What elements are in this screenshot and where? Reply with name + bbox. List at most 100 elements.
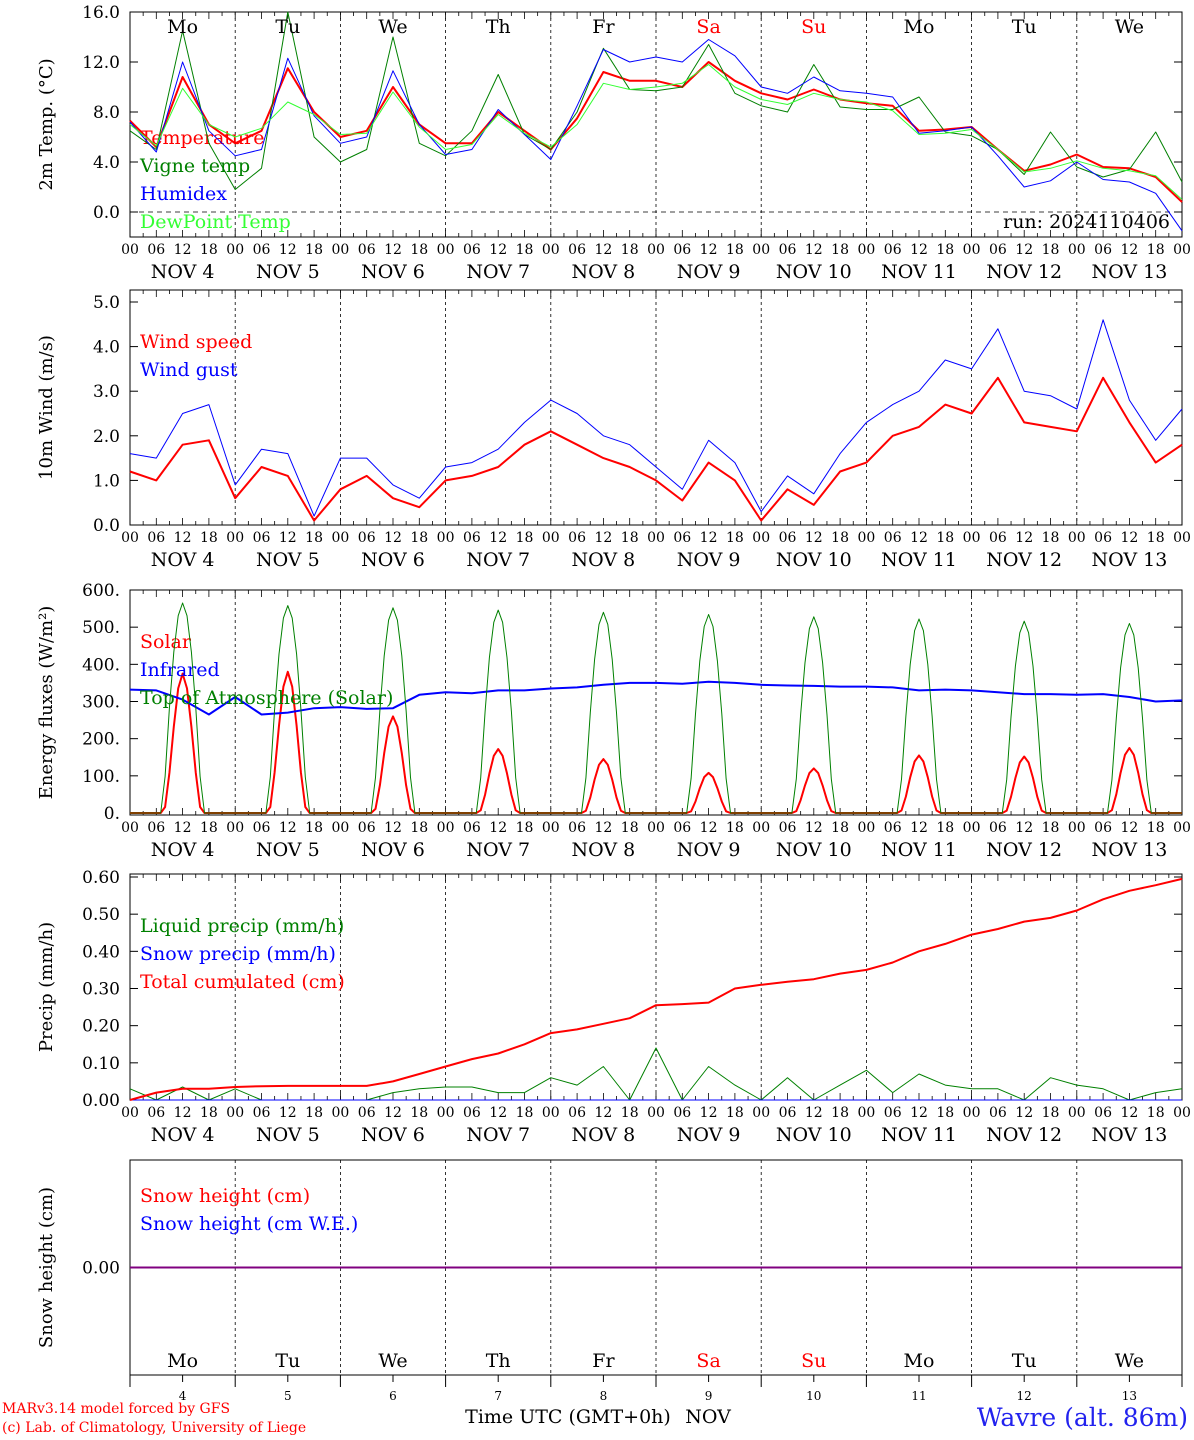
weekday-label: Tu [275,1350,300,1372]
x-tick-label: 12 [594,530,612,546]
date-label: NOV 12 [986,549,1062,571]
x-tick-label: 00 [1173,530,1191,546]
x-tick-label: 18 [1042,1105,1060,1121]
x-tick-label: 00 [752,530,770,546]
date-label: NOV 8 [572,1124,636,1146]
x-tick-label: 18 [516,820,534,836]
day-number-label: 11 [911,1389,926,1403]
x-tick-label: 06 [253,242,271,258]
weekday-label: Sa [696,1350,720,1372]
x-tick-label: 18 [936,530,954,546]
x-tick-label: 00 [1173,1105,1191,1121]
y-tick-label: 1.0 [93,471,120,491]
x-tick-label: 12 [1120,820,1138,836]
date-label: NOV 12 [986,1124,1062,1146]
y-tick-label: 0.60 [82,868,120,888]
x-tick-label: 18 [621,530,639,546]
x-tick-label: 00 [647,242,665,258]
legend-entry: Total cumulated (cm) [140,971,345,993]
x-tick-label: 06 [989,820,1007,836]
x-tick-label: 12 [594,1105,612,1121]
x-tick-label: 00 [1068,820,1086,836]
y-tick-label: 400. [82,655,120,675]
x-tick-label: 12 [174,530,192,546]
x-tick-label: 00 [437,530,455,546]
weekday-label: Su [801,1350,826,1372]
x-tick-label: 18 [726,820,744,836]
date-label: NOV 5 [256,839,320,861]
x-tick-label: 00 [857,1105,875,1121]
x-tick-label: 18 [1147,242,1165,258]
x-tick-label: 12 [700,530,718,546]
weekday-label: Su [801,16,826,38]
x-tick-label: 06 [253,820,271,836]
y-tick-label: 12.0 [82,53,120,73]
x-tick-label: 18 [621,1105,639,1121]
date-label: NOV 10 [776,261,852,283]
legend-entry: Snow height (cm) [140,1185,310,1207]
x-tick-label: 06 [989,242,1007,258]
x-tick-label: 06 [884,1105,902,1121]
weekday-label: We [378,16,407,38]
date-label: NOV 12 [986,839,1062,861]
x-tick-label: 18 [1042,530,1060,546]
date-label: NOV 7 [466,839,530,861]
x-tick-label: 12 [1120,1105,1138,1121]
x-tick-label: 06 [1094,530,1112,546]
x-tick-label: 06 [358,530,376,546]
x-tick-label: 18 [936,1105,954,1121]
x-tick-label: 12 [594,820,612,836]
weekday-label: Th [486,1350,511,1372]
x-tick-label: 00 [121,820,139,836]
weekday-label: Th [486,16,511,38]
date-label: NOV 7 [466,549,530,571]
x-tick-label: 06 [253,1105,271,1121]
date-label: NOV 6 [361,549,425,571]
x-tick-label: 06 [989,530,1007,546]
x-tick-label: 00 [857,820,875,836]
x-tick-label: 18 [1147,530,1165,546]
panel-2: 0.0 1.0 2.0 3.0 4.0 5.0 10m Wind (m/s) Wind spe… [36,289,1191,571]
run-label: run: 2024110406 [1003,211,1170,233]
x-tick-label: 06 [568,530,586,546]
x-tick-label: 12 [1015,820,1033,836]
weekday-label: Tu [1012,16,1037,38]
x-tick-label: 12 [174,820,192,836]
x-tick-label: 06 [779,530,797,546]
x-tick-label: 00 [437,1105,455,1121]
x-tick-label: 12 [279,530,297,546]
day-number-label: 13 [1122,1389,1137,1403]
x-tick-label: 06 [463,242,481,258]
x-tick-label: 00 [963,530,981,546]
x-tick-label: 12 [174,1105,192,1121]
x-tick-label: 18 [516,242,534,258]
y-tick-label: 0.40 [82,942,120,962]
x-tick-label: 00 [331,530,349,546]
x-tick-label: 18 [726,1105,744,1121]
x-tick-label: 00 [542,530,560,546]
date-label: NOV 6 [361,1124,425,1146]
x-tick-label: 12 [489,1105,507,1121]
date-label: NOV 8 [572,261,636,283]
y-tick-label: 0.0 [93,516,120,536]
legend-entry: Wind gust [140,359,238,381]
legend-entry: Snow precip (mm/h) [140,943,336,965]
x-tick-label: 00 [857,242,875,258]
x-tick-label: 18 [831,530,849,546]
weekday-label: Fr [592,1350,615,1372]
x-tick-label: 00 [752,242,770,258]
x-tick-label: 18 [200,530,218,546]
x-tick-label: 00 [437,820,455,836]
x-tick-label: 12 [1120,242,1138,258]
x-tick-label: 18 [1042,242,1060,258]
x-tick-label: 12 [700,242,718,258]
date-label: NOV 13 [1091,1124,1167,1146]
date-label: NOV 11 [881,549,957,571]
x-tick-label: 18 [621,820,639,836]
x-tick-label: 12 [910,1105,928,1121]
x-tick-label: 06 [779,242,797,258]
x-tick-label: 12 [910,242,928,258]
x-tick-label: 12 [805,530,823,546]
legend-entry: Vigne temp [139,155,250,177]
x-tick-label: 18 [305,1105,323,1121]
